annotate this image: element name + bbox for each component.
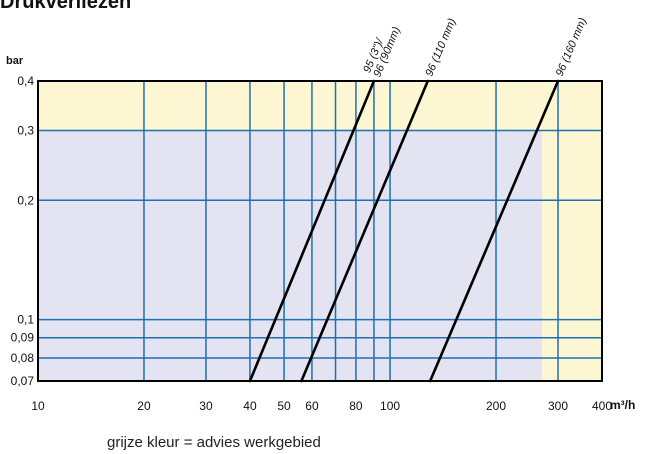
y-tick-label: 0,07 [11, 374, 35, 388]
x-tick-label: 10 [31, 399, 45, 413]
x-tick-label: 50 [277, 399, 291, 413]
x-tick-label: 40 [243, 399, 257, 413]
x-tick-label: 80 [349, 399, 363, 413]
grid-lines [38, 81, 602, 381]
y-tick-label: 0,4 [17, 74, 34, 88]
series-label: 96 (160 mm) [554, 16, 590, 78]
series-curves [248, 79, 560, 383]
x-tick-labels: 10 20 30 40 50 60 80 100 200 300 400 [31, 399, 612, 413]
y-tick-label: 0,08 [11, 351, 35, 365]
series-line [428, 79, 560, 383]
series-line [300, 79, 430, 383]
y-tick-label: 0,09 [11, 331, 35, 345]
series-label-line: 96 (160 mm) [554, 16, 590, 78]
page-title: Drukverliezen [0, 0, 132, 13]
y-tick-labels: 0,07 0,08 0,09 0,1 0,2 0,3 0,4 [11, 74, 35, 388]
series-label: 95 (3")/96 (90mm) [361, 25, 403, 79]
x-tick-label: 60 [305, 399, 319, 413]
footnote: grijze kleur = advies werkgebied [107, 434, 321, 451]
y-tick-label: 0,2 [17, 193, 34, 207]
y-tick-label: 0,3 [17, 124, 34, 138]
x-tick-label: 400 [592, 399, 612, 413]
x-tick-label: 20 [137, 399, 151, 413]
series-label-line: 96 (110 mm) [423, 16, 458, 78]
x-tick-label: 300 [548, 399, 568, 413]
series-line [248, 79, 376, 383]
x-tick-label: 30 [199, 399, 213, 413]
x-tick-label: 100 [380, 399, 400, 413]
series-labels: 95 (3")/96 (90mm) 96 (110 mm) 96 (160 mm) [361, 16, 589, 79]
y-tick-label: 0,1 [17, 313, 34, 327]
y-axis-label: bar [6, 55, 24, 67]
advice-zone [38, 130, 542, 381]
plot-frame [37, 80, 603, 382]
x-axis-label: m³/h [610, 398, 635, 412]
series-label: 96 (110 mm) [423, 16, 458, 78]
x-tick-label: 200 [486, 399, 506, 413]
